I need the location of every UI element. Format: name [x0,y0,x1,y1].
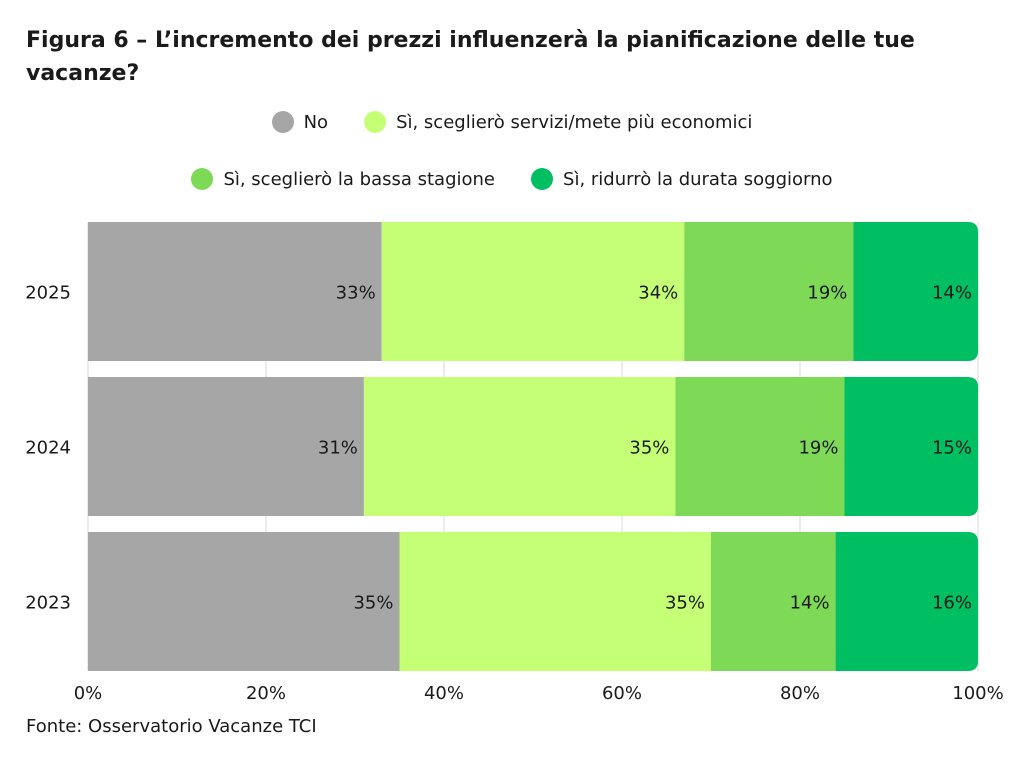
legend-label-durata-soggiorno: Sì, ridurrò la durata soggiorno [563,168,833,190]
y-tick-label: 2025 [25,283,71,304]
legend-label-servizi-economici: Sì, sceglierò servizi/mete più economici [396,111,753,133]
bar-segment [399,532,711,671]
x-tick-label: 80% [780,683,820,704]
bar-segment [88,532,400,671]
chart-title: Figura 6 – L’incremento dei prezzi influ… [26,28,915,86]
bar-segment [675,377,845,516]
data-label: 19% [807,283,847,304]
y-tick-label: 2023 [25,593,71,614]
legend-item-durata-soggiorno: Sì, ridurrò la durata soggiorno [531,168,833,190]
bar-segment [844,377,978,516]
bar-segment [835,532,978,671]
legend-item-bassa-stagione: Sì, sceglierò la bassa stagione [191,168,495,190]
bar-segment [381,222,685,361]
data-label: 31% [318,438,358,459]
data-label: 35% [629,438,669,459]
legend-row-1: No Sì, sceglierò servizi/mete più econom… [0,111,1024,133]
x-tick-label: 0% [74,683,103,704]
x-tick-label: 40% [424,683,464,704]
bar-segment [363,377,676,516]
legend-row-2: Sì, sceglierò la bassa stagione Sì, ridu… [0,168,1024,190]
data-label: 14% [790,593,830,614]
legend-item-servizi-economici: Sì, sceglierò servizi/mete più economici [364,111,752,133]
legend-swatch-bassa-stagione [191,168,214,190]
data-label: 33% [336,283,376,304]
bar-segment [88,222,382,361]
source-note: Fonte: Osservatorio Vacanze TCI [26,716,317,737]
bar-segment [853,222,978,361]
data-label: 16% [932,593,972,614]
data-label: 15% [932,438,972,459]
y-tick-label: 2024 [25,438,71,459]
data-label: 34% [638,283,678,304]
bar-segment [711,532,836,671]
legend-swatch-durata-soggiorno [531,168,554,190]
legend-item-no: No [271,111,329,133]
legend-label-no: No [303,111,329,133]
legend-swatch-servizi-economici [364,111,387,133]
x-tick-label: 20% [246,683,286,704]
legend-swatch-no [271,111,294,133]
bar-segment [88,377,364,516]
x-tick-label: 100% [952,683,1003,704]
bar-segment [684,222,854,361]
legend-label-bassa-stagione: Sì, sceglierò la bassa stagione [223,168,496,190]
data-label: 35% [665,593,705,614]
data-label: 14% [932,283,972,304]
x-tick-label: 60% [602,683,642,704]
data-label: 19% [798,438,838,459]
data-label: 35% [353,593,393,614]
